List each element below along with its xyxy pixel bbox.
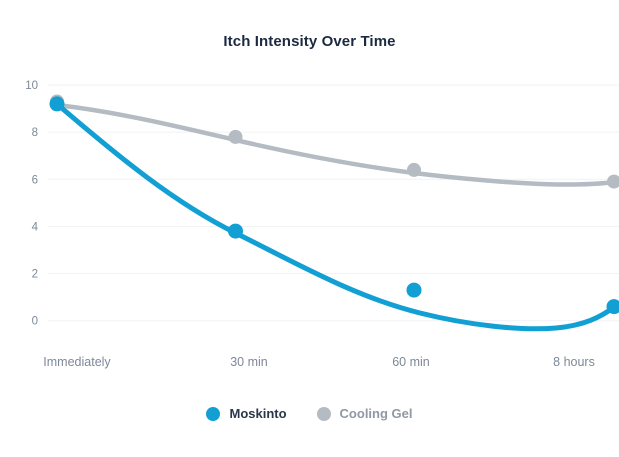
legend-label-cooling-gel: Cooling Gel	[339, 406, 413, 421]
moskinto-point-immediately	[49, 96, 65, 112]
cooling-gel-point-8-hours	[607, 174, 619, 189]
x-tick-label-8-hours: 8 hours	[553, 355, 595, 369]
legend-item-cooling-gel[interactable]: Cooling Gel	[316, 406, 413, 421]
legend-swatch-cooling-gel	[316, 406, 331, 421]
legend-swatch-moskinto	[206, 406, 221, 421]
legend-label-moskinto: Moskinto	[229, 406, 287, 421]
moskinto-point-60-min	[406, 282, 422, 298]
y-tick-label-0: 0	[32, 316, 38, 328]
x-tick-label-immediately: Immediately	[43, 355, 111, 369]
legend-item-moskinto[interactable]: Moskinto	[206, 406, 287, 421]
cooling-gel-point-30-min	[228, 129, 243, 144]
x-tick-label-60-min: 60 min	[392, 355, 430, 369]
y-tick-label-2: 2	[32, 269, 38, 281]
chart-title: Itch Intensity Over Time	[223, 33, 396, 50]
y-tick-label-8: 8	[32, 127, 38, 139]
y-tick-label-6: 6	[32, 174, 38, 186]
chart-legend: Moskinto Cooling Gel	[0, 406, 619, 421]
cooling-gel-point-60-min	[407, 162, 421, 177]
cooling-gel-line	[54, 102, 617, 187]
moskinto-line	[54, 101, 617, 332]
x-tick-label-30-min: 30 min	[230, 355, 268, 369]
y-tick-label-4: 4	[32, 221, 39, 233]
moskinto-point-8-hours	[606, 299, 619, 315]
moskinto-point-30-min	[228, 223, 243, 239]
y-tick-label-10: 10	[25, 80, 38, 92]
